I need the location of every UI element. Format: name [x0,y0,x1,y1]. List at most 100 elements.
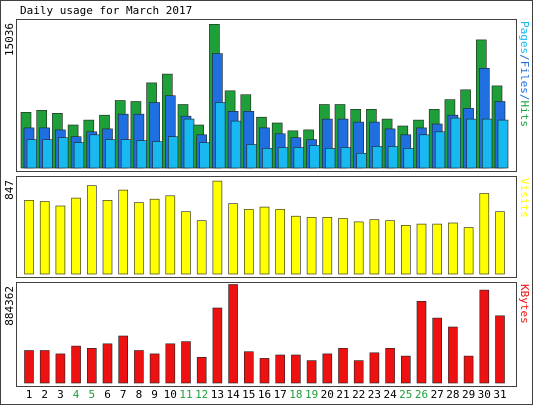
x-tick-label-day-14: 14 [226,388,240,401]
x-tick-label-day-5: 5 [88,388,95,401]
x-tick-label-day-20: 20 [321,388,334,401]
bar-pages-day-25 [403,148,415,169]
x-tick-label-day-19: 19 [305,388,318,401]
bar-kbytes-day-7 [118,335,128,384]
x-tick-label-day-25: 25 [399,388,412,401]
bar-pages-day-22 [356,153,368,169]
bar-visits-day-1 [24,200,34,275]
bar-pages-day-21 [340,147,352,169]
bar-kbytes-day-10 [165,343,176,384]
bar-pages-day-2 [42,139,54,169]
bar-visits-day-25 [400,225,411,275]
bar-visits-day-15 [244,209,254,275]
legend-entry-hits: Hits [518,101,531,128]
bar-visits-day-29 [463,227,474,275]
x-tick-label-day-15: 15 [242,388,255,401]
x-tick-label-day-3: 3 [57,388,64,401]
bar-visits-day-4 [71,197,81,275]
bar-pages-day-26 [419,134,430,169]
legend-entry-visits: Visits [518,178,531,218]
x-tick-label-day-23: 23 [368,388,381,401]
bar-visits-day-16 [259,206,270,275]
legend-entry-kbytes: KBytes [518,284,531,324]
bar-pages-day-5 [89,134,101,169]
x-tick-label-day-29: 29 [462,388,475,401]
bar-kbytes-day-26 [416,300,427,384]
bar-kbytes-day-31 [495,315,505,384]
bar-visits-day-7 [118,189,128,275]
bar-pages-day-1 [26,139,38,169]
bar-kbytes-day-22 [353,360,364,384]
ymax-label-kbytes: 884362 [3,286,16,326]
x-tick-label-day-7: 7 [120,388,127,401]
bar-pages-day-8 [136,140,148,169]
chart-panels: 15036 Pages/Files/Hits 847 Visits 884362 KByt… [3,19,531,387]
x-tick-label-day-16: 16 [258,388,271,401]
bar-visits-day-24 [385,220,395,275]
bar-pages-day-13 [215,102,226,169]
bar-pages-day-23 [372,146,383,169]
x-tick-label-day-13: 13 [211,388,224,401]
ymax-label-visits: 847 [3,180,16,200]
bar-visits-day-3 [55,205,66,275]
bar-pages-day-18 [293,147,305,169]
bar-kbytes-day-4 [71,345,81,384]
x-tick-label-day-1: 1 [26,388,33,401]
bar-kbytes-day-25 [400,355,411,384]
bar-kbytes-day-23 [369,352,380,384]
bar-pages-day-28 [450,117,462,169]
bar-visits-day-20 [322,217,333,275]
bar-kbytes-day-6 [102,343,113,384]
legend-separator: / [518,54,531,61]
bar-kbytes-day-5 [87,347,97,384]
legend-separator: / [518,94,531,101]
bar-kbytes-day-16 [259,358,270,384]
bar-kbytes-day-18 [291,354,301,384]
bar-kbytes-day-29 [463,355,474,384]
x-axis-day-labels: 1 2 3 4 5 6 7 8 9 10 11 12 13 14 15 16 17 18 19 20 21 22 23 24 2… [26,388,507,401]
bar-visits-day-17 [275,209,286,275]
x-tick-label-day-9: 9 [151,388,158,401]
bar-kbytes-day-2 [39,350,50,384]
x-tick-label-day-10: 10 [164,388,177,401]
legend-kbytes: KBytes [518,284,531,324]
bar-kbytes-day-19 [306,360,317,384]
bar-pages-day-4 [73,142,85,169]
x-tick-label-day-11: 11 [179,388,192,401]
bar-kbytes-day-3 [55,353,66,384]
x-tick-label-day-21: 21 [336,388,349,401]
bar-visits-day-9 [149,198,160,275]
x-tick-label-day-28: 28 [446,388,459,401]
bar-visits-day-22 [353,221,364,275]
bar-pages-day-3 [58,137,69,169]
bar-pages-day-19 [309,145,320,169]
bar-visits-day-26 [416,223,427,275]
bar-pages-day-27 [434,131,446,169]
x-tick-label-day-24: 24 [383,388,397,401]
bar-kbytes-day-11 [181,341,191,384]
bar-visits-day-30 [479,193,490,275]
x-tick-label-day-6: 6 [104,388,111,401]
bar-visits-day-27 [432,223,443,275]
bar-pages-day-15 [246,144,258,169]
panel-hits-files-pages: 15036 Pages/Files/Hits [3,19,531,172]
bar-pages-day-14 [230,120,242,169]
x-tick-label-day-8: 8 [136,388,143,401]
ymax-label-hits-files-pages: 15036 [3,23,16,56]
bar-kbytes-day-28 [448,326,458,384]
bar-visits-day-19 [306,217,317,275]
bar-visits-day-11 [181,211,191,275]
bar-pages-day-31 [497,119,509,169]
bar-visits-day-28 [448,222,458,275]
panel-visits: 847 Visits [3,176,531,278]
bar-kbytes-day-15 [244,351,254,384]
bar-pages-day-11 [183,118,195,169]
bar-pages-day-10 [168,136,179,169]
bar-pages-day-16 [262,148,273,169]
bar-visits-day-21 [338,218,348,275]
bar-pages-day-24 [387,146,399,169]
bar-visits-day-2 [39,201,50,275]
x-tick-label-day-31: 31 [493,388,506,401]
x-tick-label-day-18: 18 [289,388,302,401]
